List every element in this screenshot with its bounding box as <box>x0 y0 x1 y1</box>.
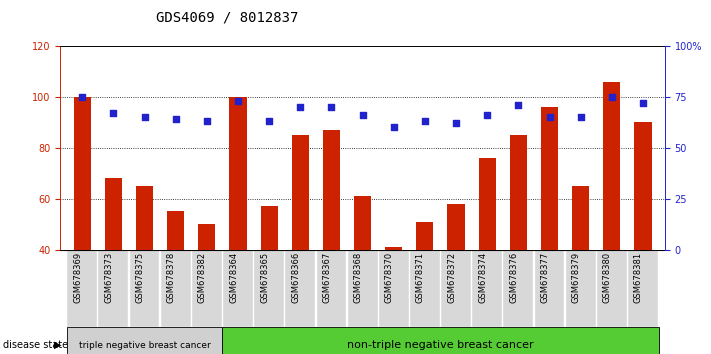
Bar <box>74 97 91 250</box>
Text: GSM678374: GSM678374 <box>479 252 487 303</box>
FancyBboxPatch shape <box>628 250 658 327</box>
Bar <box>198 224 215 250</box>
Bar <box>479 158 496 250</box>
Text: GSM678368: GSM678368 <box>353 252 363 303</box>
Point <box>419 119 431 124</box>
FancyBboxPatch shape <box>316 250 346 327</box>
Point <box>481 113 493 118</box>
FancyBboxPatch shape <box>441 250 471 327</box>
Bar <box>105 178 122 250</box>
FancyBboxPatch shape <box>68 250 97 327</box>
Bar <box>385 247 402 250</box>
Text: GSM678381: GSM678381 <box>634 252 643 303</box>
Point <box>232 98 244 104</box>
FancyBboxPatch shape <box>98 250 129 327</box>
Bar <box>603 82 621 250</box>
FancyBboxPatch shape <box>566 250 596 327</box>
Text: GSM678364: GSM678364 <box>229 252 238 303</box>
Text: ▶: ▶ <box>54 340 62 350</box>
Bar <box>354 196 371 250</box>
Point <box>170 116 181 122</box>
Bar <box>417 222 434 250</box>
Bar <box>230 97 247 250</box>
Text: GSM678378: GSM678378 <box>166 252 176 303</box>
FancyBboxPatch shape <box>285 250 315 327</box>
Point <box>139 114 150 120</box>
Text: GSM678372: GSM678372 <box>447 252 456 303</box>
Point <box>201 119 213 124</box>
Bar <box>572 186 589 250</box>
Point <box>326 104 337 110</box>
Point <box>637 100 648 106</box>
Text: GSM678365: GSM678365 <box>260 252 269 303</box>
Bar <box>634 122 651 250</box>
Text: disease state: disease state <box>3 340 68 350</box>
Text: GSM678366: GSM678366 <box>292 252 300 303</box>
Point <box>606 94 618 100</box>
Bar <box>261 206 278 250</box>
Bar <box>292 135 309 250</box>
FancyBboxPatch shape <box>379 250 409 327</box>
Text: GSM678379: GSM678379 <box>572 252 581 303</box>
Point <box>450 120 461 126</box>
Text: GSM678373: GSM678373 <box>105 252 113 303</box>
Text: GSM678367: GSM678367 <box>323 252 331 303</box>
Text: GSM678375: GSM678375 <box>136 252 144 303</box>
Point <box>513 102 524 108</box>
Text: GSM678382: GSM678382 <box>198 252 207 303</box>
Text: GSM678377: GSM678377 <box>540 252 550 303</box>
Bar <box>447 204 464 250</box>
Text: GSM678376: GSM678376 <box>509 252 518 303</box>
FancyBboxPatch shape <box>348 250 378 327</box>
Bar <box>136 186 153 250</box>
Bar <box>167 211 184 250</box>
Point <box>575 114 587 120</box>
Text: GDS4069 / 8012837: GDS4069 / 8012837 <box>156 11 299 25</box>
Point <box>544 114 555 120</box>
Text: triple negative breast cancer: triple negative breast cancer <box>79 341 210 350</box>
FancyBboxPatch shape <box>472 250 502 327</box>
Point <box>357 113 368 118</box>
Text: GSM678380: GSM678380 <box>603 252 612 303</box>
FancyBboxPatch shape <box>410 250 440 327</box>
FancyBboxPatch shape <box>597 250 627 327</box>
FancyBboxPatch shape <box>192 250 222 327</box>
Text: GSM678370: GSM678370 <box>385 252 394 303</box>
FancyBboxPatch shape <box>129 250 159 327</box>
Point <box>388 125 400 130</box>
Point <box>264 119 275 124</box>
Point <box>294 104 306 110</box>
FancyBboxPatch shape <box>255 250 284 327</box>
Bar <box>67 327 223 354</box>
Bar <box>223 327 658 354</box>
Text: GSM678369: GSM678369 <box>73 252 82 303</box>
Text: non-triple negative breast cancer: non-triple negative breast cancer <box>347 340 534 350</box>
Bar <box>541 107 558 250</box>
FancyBboxPatch shape <box>535 250 565 327</box>
Text: GSM678371: GSM678371 <box>416 252 425 303</box>
FancyBboxPatch shape <box>161 250 191 327</box>
FancyBboxPatch shape <box>223 250 253 327</box>
Point <box>77 94 88 100</box>
Bar <box>323 130 340 250</box>
FancyBboxPatch shape <box>503 250 533 327</box>
Bar <box>510 135 527 250</box>
Point <box>107 110 119 116</box>
